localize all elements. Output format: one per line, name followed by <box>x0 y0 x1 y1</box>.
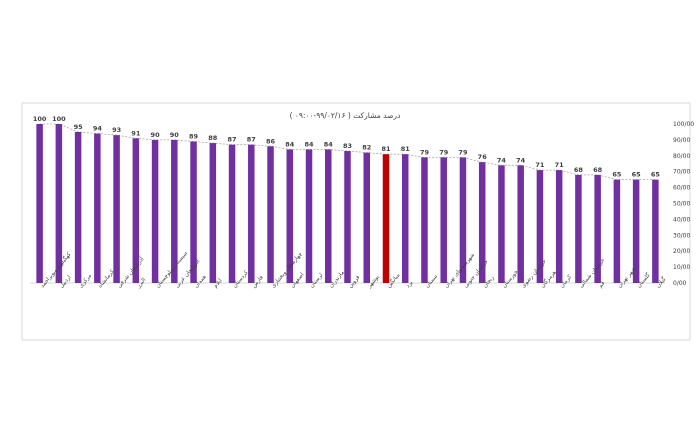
data-label: 68 <box>574 166 584 174</box>
data-label: 76 <box>478 153 488 161</box>
bar-18 <box>363 152 370 283</box>
data-label: 68 <box>593 166 603 174</box>
bar-24 <box>478 162 486 283</box>
data-label: 65 <box>632 171 642 179</box>
data-label: 81 <box>381 145 391 153</box>
data-label: 71 <box>555 161 565 169</box>
bar-31 <box>613 179 621 283</box>
chart-title: درصد مشارکت ( ۹۹/۰۲/۱۶-۰۹:۰۰ ) <box>290 111 401 120</box>
bar-4 <box>94 133 101 283</box>
data-label: 65 <box>612 171 622 179</box>
data-label: 65 <box>651 171 661 179</box>
data-label: 84 <box>285 140 295 148</box>
data-label: 79 <box>439 148 449 156</box>
bar-32 <box>632 179 640 283</box>
bar-5 <box>113 135 120 283</box>
bar-1 <box>36 124 43 283</box>
data-label: 79 <box>458 148 468 156</box>
bar-7 <box>151 139 159 283</box>
data-label: 91 <box>131 129 141 137</box>
bar-12 <box>248 144 255 283</box>
y-tick-label: 70/00 <box>673 169 690 176</box>
data-label: 95 <box>74 123 84 131</box>
y-tick-label: 0/00 <box>673 280 687 287</box>
bar-14 <box>286 149 294 283</box>
data-label: 79 <box>420 148 430 156</box>
y-tick-label: 90/00 <box>673 137 690 144</box>
bar-2 <box>55 124 63 283</box>
y-tick-label: 10/00 <box>673 264 690 271</box>
data-label: 81 <box>401 145 411 153</box>
bar-13 <box>267 146 274 283</box>
bar-16 <box>325 149 332 283</box>
y-tick-label: 50/00 <box>673 201 690 208</box>
data-label: 84 <box>324 140 334 148</box>
bar-25 <box>498 165 505 283</box>
data-label: 90 <box>151 131 161 139</box>
data-label: 74 <box>516 156 526 164</box>
bar-20 <box>401 154 409 283</box>
bar-33 <box>652 179 659 283</box>
bars-layer: 100 100 95 94 93 91 90 90 89 88 87 87 86 84 84 84 83 82 81… <box>30 115 665 284</box>
y-tick-label: 30/00 <box>673 232 690 239</box>
bar-22 <box>440 157 447 283</box>
data-label: 87 <box>228 136 237 144</box>
y-tick-label: 100/00 <box>673 121 694 128</box>
y-tick-label: 80/00 <box>673 153 690 160</box>
data-label: 86 <box>266 137 276 145</box>
data-label: 71 <box>535 161 545 169</box>
category-label: ایلام <box>213 277 224 289</box>
bar-30 <box>594 174 601 283</box>
y-tick-label: 40/00 <box>673 216 690 223</box>
bar-3 <box>74 131 82 283</box>
data-label: 84 <box>304 140 314 148</box>
bar-6 <box>132 138 140 283</box>
data-label: 100 <box>52 115 66 123</box>
bar-21 <box>421 157 428 283</box>
data-label: 87 <box>247 136 256 144</box>
data-label: 82 <box>362 144 371 152</box>
data-label: 83 <box>343 142 352 150</box>
bar-29 <box>575 174 582 283</box>
data-label: 93 <box>112 126 121 134</box>
data-label: 89 <box>189 132 199 140</box>
data-label: 94 <box>93 125 103 133</box>
bar-27 <box>536 170 544 283</box>
category-label: یزد <box>405 280 414 290</box>
bar-9 <box>190 141 197 283</box>
bar-11 <box>228 144 236 283</box>
bar-15 <box>305 149 313 283</box>
category-label: قم <box>598 280 607 289</box>
y-axis: 0/00 10/00 20/00 30/00 40/00 50/00 60/00 70/00 8… <box>673 121 694 287</box>
data-label: 74 <box>497 156 507 164</box>
data-label: 100 <box>33 115 47 123</box>
data-label: 88 <box>208 134 218 142</box>
bar-8 <box>171 139 178 283</box>
bar-10 <box>209 143 217 283</box>
bar-28 <box>555 170 563 283</box>
data-label: 90 <box>170 131 180 139</box>
bar-23 <box>459 157 467 283</box>
bar-19 <box>382 154 390 283</box>
y-tick-label: 60/00 <box>673 185 690 192</box>
bar-26 <box>517 165 524 283</box>
y-tick-label: 20/00 <box>673 248 690 255</box>
bar-17 <box>344 151 351 283</box>
